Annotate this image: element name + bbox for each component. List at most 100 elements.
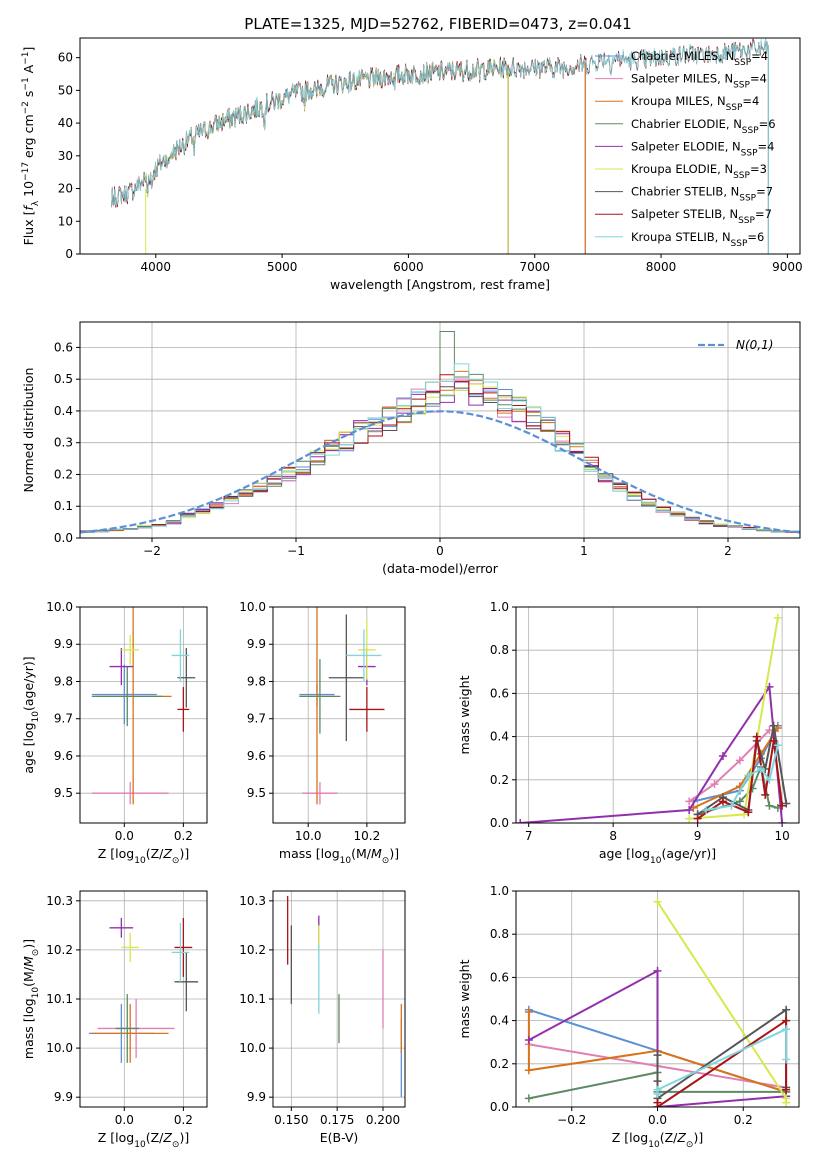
label-part: Z (162, 1130, 172, 1145)
label-part: =4 (758, 139, 775, 153)
y-tick-label: 0.1 (54, 499, 73, 513)
point-chabrier-stelib (174, 952, 199, 1012)
label-part: SSP (731, 239, 748, 249)
point-salpeter-stelib (174, 918, 193, 977)
x-tick-label: 0.200 (366, 1113, 400, 1127)
label-part: SSP (733, 81, 750, 91)
plot-area (91, 607, 196, 805)
line-kroupa-stelib (705, 744, 779, 811)
label-part: ⊙ (382, 856, 390, 866)
spectrum-chabrier-elodie-line (142, 57, 509, 197)
marker-kroupa-stelib (744, 771, 753, 780)
age-vs-metallicity-panel: 0.0 0.29.59.69.79.89.910.0Z [log10(Z/Z⊙)]… (21, 600, 208, 866)
marker-salpeter-stelib (653, 1103, 662, 1107)
spectrum-kroupa-elodie-line (142, 57, 509, 198)
legend-label-kroupa-miles: Kroupa MILES, NSSP=4 (631, 94, 759, 113)
y-tick-label: 50 (58, 83, 73, 97)
mass-vs-ebv-panel: 0.150 0.175 0.200 9.9 10.0 10.1 10.2 10.3 E(B-V) (239, 890, 406, 1145)
y-axis-label: mass weight (457, 675, 472, 754)
x-axis-label: mass [log10(M/M⊙)] (279, 846, 399, 866)
point-chabrier-elodie (299, 659, 341, 734)
y-tick-label: 9.8 (54, 674, 73, 688)
marker-salpeter-miles (735, 756, 744, 765)
point-kroupa-stelib (171, 922, 190, 982)
label-part: 10 (134, 1140, 146, 1150)
y-tick-label: 9.6 (247, 749, 266, 763)
label-part: λ (31, 200, 41, 206)
plot-area (524, 897, 791, 1107)
y-tick-label: 1.0 (490, 884, 509, 898)
y-tick-label: 0.2 (54, 467, 73, 481)
normal-curve (80, 410, 800, 534)
label-part: −2 (21, 101, 31, 114)
x-tick-label: 10 (774, 829, 789, 843)
label-part: )] (179, 1130, 189, 1145)
label-part: log (115, 1130, 134, 1145)
label-part: Z [ (98, 846, 115, 861)
marker-salpeter-stelib (744, 808, 753, 817)
point-salpeter-miles (302, 782, 338, 805)
label-part: Chabrier MILES, (631, 49, 726, 63)
y-axis-label: Normed distribution (21, 368, 36, 493)
label-part: Kroupa MILES, (631, 94, 717, 108)
x-axis-label: wavelength [Angstrom, rest frame] (330, 277, 550, 292)
x-tick-label: 2 (724, 544, 732, 558)
marker-kroupa-stelib (782, 1055, 791, 1064)
y-tick-label: 0.3 (54, 436, 73, 450)
label-part: 10 (650, 856, 662, 866)
legend: N(0,1) (698, 338, 773, 352)
axes-border (515, 606, 800, 824)
marker-chabrier-stelib (653, 1051, 662, 1060)
y-tick-label: 0.4 (490, 730, 509, 744)
label-part: Normed distribution (21, 368, 36, 493)
x-axis-label: Z [log10(Z/Z⊙)] (98, 846, 189, 866)
marker-chabrier-elodie (524, 1094, 533, 1103)
y-tick-label: 0 (65, 247, 73, 261)
y-axis-label: age [log10(age/yr)] (21, 656, 41, 773)
marker-kroupa-elodie (773, 613, 782, 622)
x-tick-label: 8000 (646, 260, 677, 274)
line-kroupa-elodie (656, 901, 788, 1103)
x-axis-label: (data-model)/error (382, 561, 499, 576)
label-part: wavelength [Angstrom, rest frame] (330, 277, 550, 292)
label-part: age [ (21, 742, 36, 774)
label-part: ⊙ (172, 856, 180, 866)
x-tick-label: 0.150 (274, 1113, 308, 1127)
y-tick-label: 0.5 (54, 372, 73, 386)
label-part: )] (179, 846, 189, 861)
y-tick-label: 9.9 (54, 637, 73, 651)
y-tick-label: 0.0 (490, 1100, 509, 1114)
label-part: mass [ (279, 846, 321, 861)
y-tick-label: 30 (58, 149, 73, 163)
label-part: 10 (134, 856, 146, 866)
label-part: N (722, 230, 731, 244)
marker-salpeter-miles (685, 797, 694, 806)
label-part: Z [ (612, 1130, 629, 1145)
x-tick-label: 10.2 (354, 829, 381, 843)
label-part: =4 (750, 72, 767, 86)
marker-kroupa-miles (773, 723, 782, 732)
marker-salpeter-stelib (752, 732, 761, 741)
marker-salpeter-stelib (778, 801, 787, 810)
label-part: N (731, 185, 740, 199)
point-salpeter-stelib (349, 687, 385, 732)
label-part: =7 (756, 185, 773, 199)
y-tick-label: 9.9 (247, 637, 266, 651)
marker-kroupa-stelib (653, 1085, 662, 1094)
point-chabrier-elodie (91, 666, 163, 727)
x-tick-label: 0.2 (174, 829, 193, 843)
y-tick-label: 0.6 (490, 686, 509, 700)
point-kroupa-miles (91, 1003, 169, 1063)
label-part: (Z/ (146, 846, 164, 861)
label-part: log (21, 998, 36, 1017)
y-tick-label: 9.8 (247, 674, 266, 688)
y-tick-label: 0.2 (490, 1057, 509, 1071)
y-tick-label: 10.3 (239, 894, 266, 908)
label-part: N (724, 162, 733, 176)
axes-frame: 0.150 0.175 0.200 9.9 10.0 10.1 10.2 10.3 E(B-V) (239, 890, 406, 1145)
label-part: 10 (648, 1140, 660, 1150)
spectrum-salpeter-miles-line (111, 55, 586, 208)
label-part: =6 (747, 230, 764, 244)
